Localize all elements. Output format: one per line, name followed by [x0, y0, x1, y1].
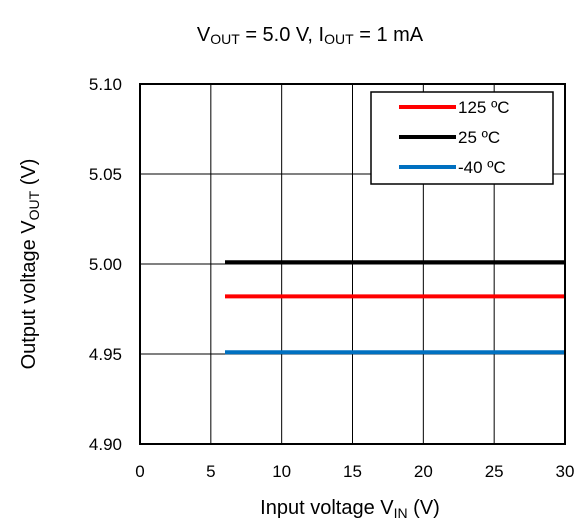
y-tick-label: 5.10: [89, 75, 122, 94]
legend: 125 ºC 25 ºC -40 ºC: [370, 91, 554, 185]
legend-label: 125 ºC: [458, 98, 510, 117]
x-axis-label: Input voltage VIN (V): [260, 497, 440, 521]
y-tick-label: 4.95: [89, 345, 122, 364]
x-axis-ticks: 0 5 10 15 20 25 30: [135, 462, 574, 481]
x-tick-label: 20: [414, 462, 433, 481]
legend-label: -40 ºC: [458, 158, 506, 177]
y-tick-label: 5.00: [89, 255, 122, 274]
x-tick-label: 15: [343, 462, 362, 481]
plot-area-border: [139, 83, 566, 445]
y-axis-label: Output voltage VOUT (V): [18, 159, 42, 370]
y-axis-ticks: 4.90 4.95 5.00 5.05 5.10: [89, 75, 122, 454]
legend-label: 25 ºC: [458, 128, 500, 147]
x-tick-label: 5: [206, 462, 215, 481]
x-tick-label: 30: [556, 462, 575, 481]
chart-title: VOUT = 5.0 V, IOUT = 1 mA: [197, 24, 424, 47]
x-tick-label: 25: [485, 462, 504, 481]
x-tick-label: 10: [272, 462, 291, 481]
series-layer: [225, 260, 565, 355]
x-tick-label: 0: [135, 462, 144, 481]
y-tick-label: 5.05: [89, 165, 122, 184]
y-tick-label: 4.90: [89, 435, 122, 454]
